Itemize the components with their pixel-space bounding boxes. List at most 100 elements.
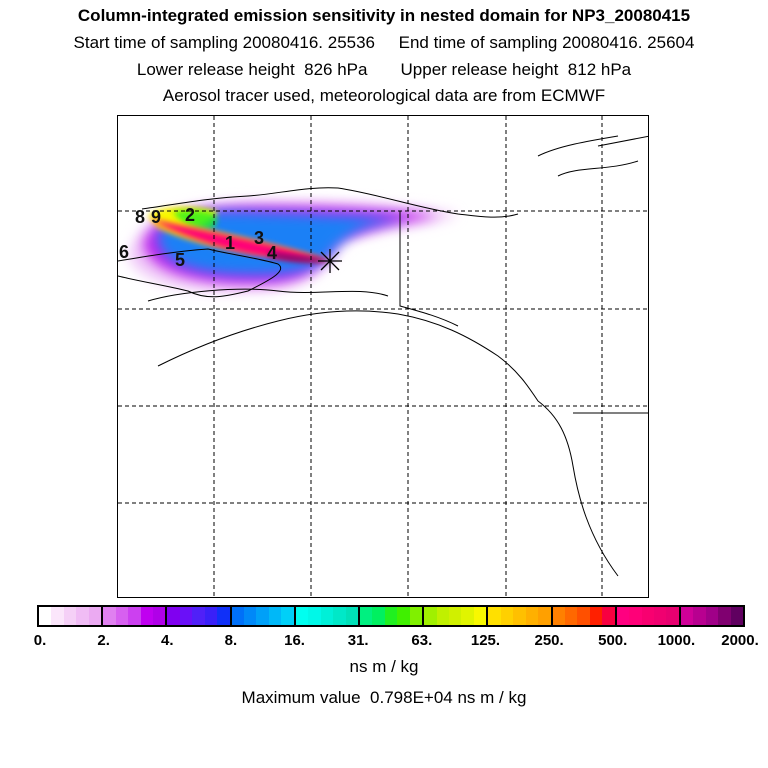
colorbar-swatch	[76, 607, 89, 625]
colorbar-segment	[424, 607, 489, 625]
release-label: 5	[175, 250, 185, 270]
colorbar-segment	[231, 607, 296, 625]
graticule	[118, 116, 648, 597]
colorbar-swatch	[88, 607, 102, 625]
release-height-line: Lower release height 826 hPa Upper relea…	[136, 60, 632, 79]
coastlines	[118, 135, 648, 577]
colorbar-swatch	[473, 607, 487, 625]
colorbar-swatch	[680, 607, 694, 625]
colorbar-swatch	[372, 607, 385, 625]
colorbar-swatch	[308, 607, 321, 625]
colorbar-swatch	[525, 607, 539, 625]
colorbar-swatch	[589, 607, 603, 625]
colorbar-tick-label: 2000.	[721, 632, 759, 649]
colorbar-swatch	[192, 607, 205, 625]
map-panel: 8 9 2 1 3 4 5 6	[117, 115, 649, 598]
colorbar-tick-label: 2.	[97, 632, 110, 649]
colorbar-swatch	[577, 607, 590, 625]
colorbar-swatch	[616, 607, 630, 625]
colorbar-tick-label: 8.	[224, 632, 238, 649]
colorbar-swatch	[552, 607, 565, 625]
emission-sensitivity-plume	[128, 201, 458, 293]
colorbar-swatch	[281, 607, 294, 625]
colorbar-tick-label: 31.	[347, 632, 369, 649]
colorbar-segment	[295, 607, 360, 625]
colorbar-swatch	[256, 607, 269, 625]
colorbar-segment	[552, 607, 617, 625]
colorbar-swatch	[666, 607, 679, 625]
colorbar-swatch	[384, 607, 398, 625]
colorbar-swatch	[564, 607, 578, 625]
colorbar-tick-label: 125.	[470, 632, 501, 649]
colorbar-swatch	[449, 607, 462, 625]
colorbar-swatch	[140, 607, 153, 625]
tracer-info-line: Aerosol tracer used, meteorological data…	[162, 86, 606, 105]
colorbar-swatch	[244, 607, 257, 625]
colorbar-swatch	[730, 607, 744, 625]
release-label: 3	[254, 228, 264, 248]
colorbar-tick-label: 63.	[411, 632, 433, 649]
colorbar-swatch	[167, 607, 180, 625]
colorbar-swatch	[295, 607, 309, 625]
colorbar-swatch	[693, 607, 706, 625]
release-label: 9	[151, 207, 161, 227]
colorbar-swatch	[268, 607, 282, 625]
sampling-time-line: Start time of sampling 20080416. 25536 E…	[73, 33, 695, 52]
colorbar-segment	[616, 607, 681, 625]
colorbar-tick-label: 500.	[598, 632, 628, 649]
colorbar-swatch	[333, 607, 346, 625]
colorbar-swatch	[436, 607, 449, 625]
colorbar-swatch	[654, 607, 667, 625]
colorbar-segment	[488, 607, 553, 625]
release-label: 1	[225, 233, 235, 253]
colorbar-tick-label: 4.	[161, 632, 174, 649]
colorbar-swatch	[602, 607, 615, 625]
colorbar-swatch	[320, 607, 334, 625]
colorbar-segment	[359, 607, 425, 625]
colorbar-swatch	[128, 607, 141, 625]
colorbar-swatch	[204, 607, 218, 625]
release-label: 8	[135, 207, 145, 227]
colorbar-swatch	[513, 607, 526, 625]
colorbar-swatch	[641, 607, 654, 625]
colorbar-swatch	[115, 607, 129, 625]
colorbar	[37, 605, 745, 627]
colorbar-swatch	[359, 607, 373, 625]
colorbar-segment	[39, 607, 104, 625]
colorbar-tick-label: 250.	[534, 632, 564, 649]
colorbar-swatch	[488, 607, 501, 625]
colorbar-swatch	[345, 607, 358, 625]
plot-title: Column-integrated emission sensitivity i…	[77, 6, 691, 25]
colorbar-swatch	[705, 607, 719, 625]
colorbar-swatch	[461, 607, 474, 625]
colorbar-swatch	[500, 607, 514, 625]
release-label: 2	[185, 205, 195, 225]
colorbar-swatch	[152, 607, 166, 625]
colorbar-swatch	[179, 607, 193, 625]
colorbar-swatch	[39, 607, 52, 625]
colorbar-swatch	[103, 607, 116, 625]
colorbar-segment	[167, 607, 232, 625]
colorbar-swatch	[718, 607, 731, 625]
receptor-asterisk-icon	[318, 249, 342, 273]
map-canvas: 8 9 2 1 3 4 5 6	[118, 116, 648, 597]
release-label: 4	[267, 243, 277, 263]
colorbar-swatch	[231, 607, 244, 625]
colorbar-swatch	[629, 607, 642, 625]
colorbar-swatch	[397, 607, 410, 625]
colorbar-swatch	[217, 607, 230, 625]
colorbar-tick-label: 16.	[284, 632, 305, 649]
colorbar-swatch	[538, 607, 551, 625]
colorbar-swatch	[424, 607, 437, 625]
colorbar-segment	[680, 607, 744, 625]
colorbar-segment	[103, 607, 168, 625]
colorbar-swatch	[63, 607, 77, 625]
colorbar-swatch	[409, 607, 423, 625]
maximum-value-text: Maximum value 0.798E+04 ns m / kg	[241, 688, 527, 707]
colorbar-tick-label: 0.	[33, 632, 47, 649]
colorbar-units: ns m / kg	[349, 657, 419, 676]
colorbar-swatch	[51, 607, 64, 625]
colorbar-tick-label: 1000.	[657, 632, 696, 649]
release-label: 6	[119, 242, 129, 262]
